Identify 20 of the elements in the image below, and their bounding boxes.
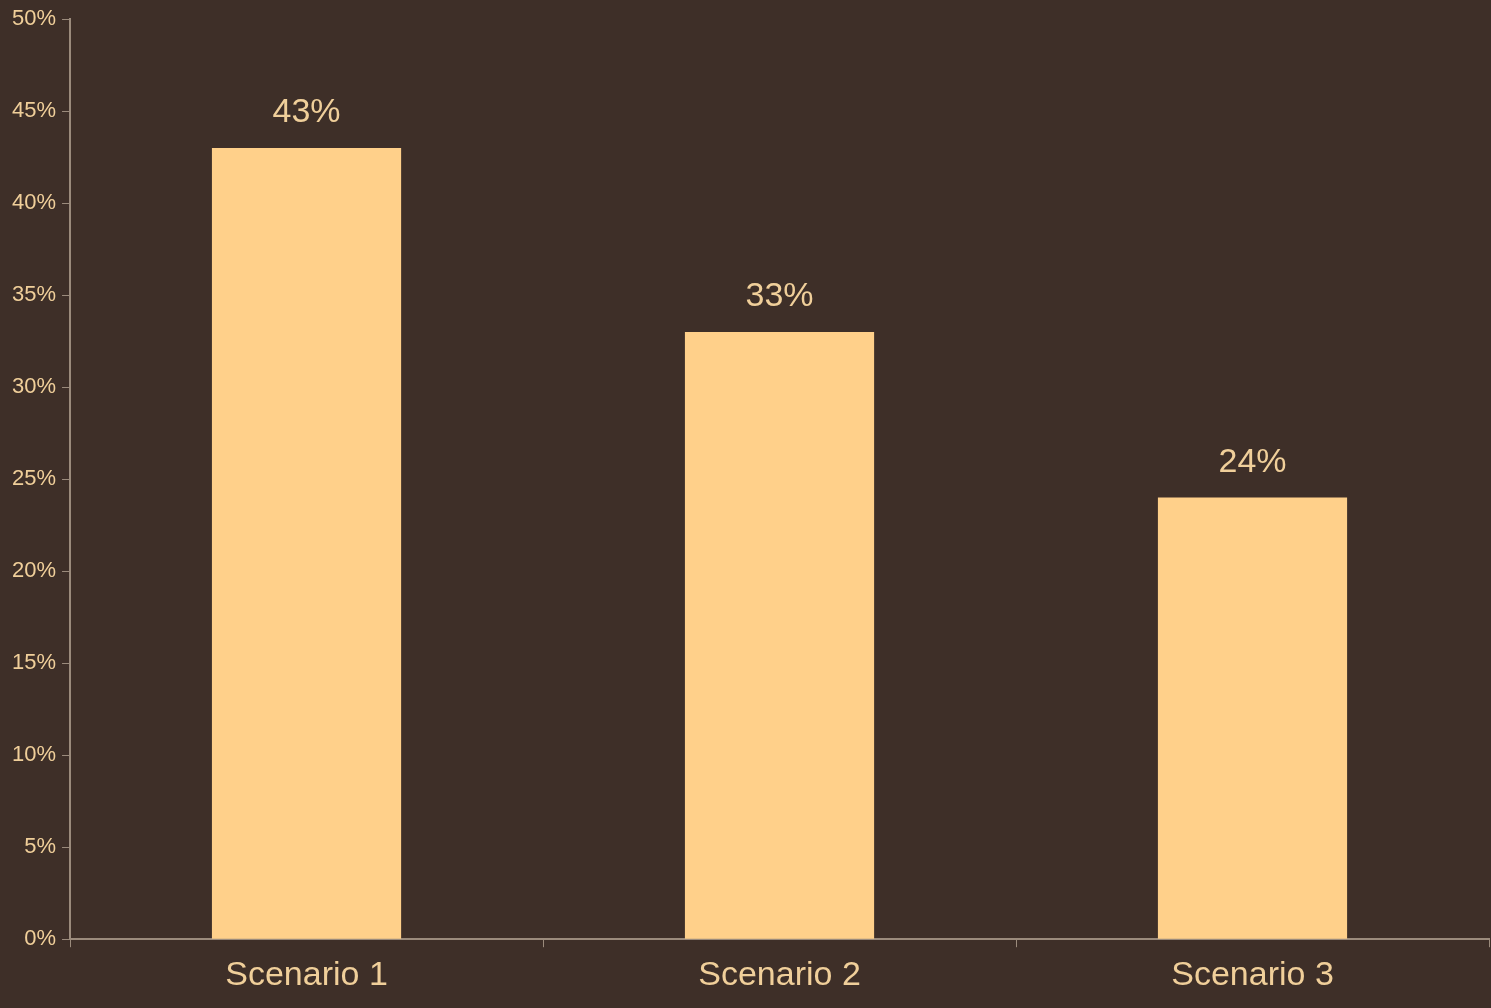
x-tick-label: Scenario 3 [1171,953,1334,992]
data-label: 24% [1218,440,1287,479]
y-tick-label: 35% [11,281,57,307]
y-tick-label: 50% [11,5,57,31]
y-tick-label: 5% [24,833,57,859]
y-tick-label: 45% [11,97,57,123]
data-label: 43% [272,91,341,130]
y-tick-label: 15% [11,649,57,675]
bar [211,148,402,939]
data-label: 33% [745,275,814,314]
y-tick-label: 10% [11,741,57,767]
y-tick-label: 0% [24,925,57,951]
y-tick-label: 30% [11,373,57,399]
y-tick-label: 20% [11,557,57,583]
bar [1157,497,1348,939]
x-tick-label: Scenario 1 [225,953,388,992]
bar [684,332,875,939]
y-tick-label: 25% [11,465,57,491]
y-tick-label: 40% [11,189,57,215]
x-tick-label: Scenario 2 [698,953,861,992]
